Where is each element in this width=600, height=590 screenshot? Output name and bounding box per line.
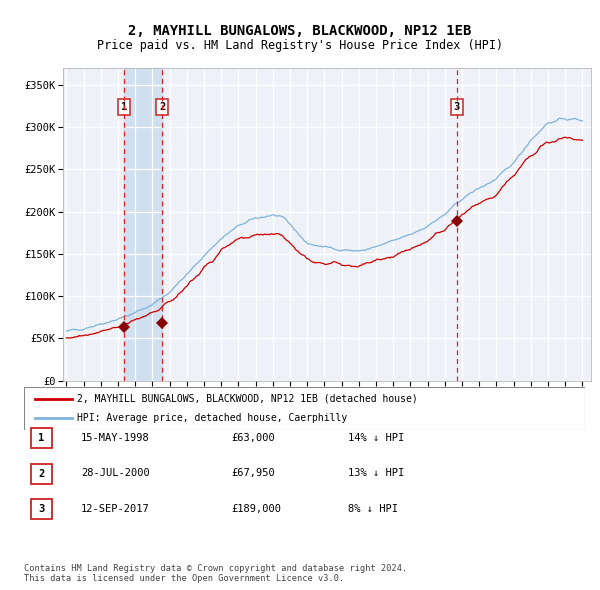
FancyBboxPatch shape (31, 499, 52, 519)
Text: 12-SEP-2017: 12-SEP-2017 (81, 504, 150, 513)
Text: HPI: Average price, detached house, Caerphilly: HPI: Average price, detached house, Caer… (77, 412, 347, 422)
Text: Price paid vs. HM Land Registry's House Price Index (HPI): Price paid vs. HM Land Registry's House … (97, 39, 503, 52)
Text: 1: 1 (38, 434, 44, 443)
Text: 1: 1 (121, 102, 128, 112)
Text: 28-JUL-2000: 28-JUL-2000 (81, 468, 150, 478)
Text: 2: 2 (38, 469, 44, 478)
Text: 15-MAY-1998: 15-MAY-1998 (81, 433, 150, 442)
Text: 3: 3 (454, 102, 460, 112)
Text: 14% ↓ HPI: 14% ↓ HPI (348, 433, 404, 442)
FancyBboxPatch shape (31, 464, 52, 484)
Text: 3: 3 (38, 504, 44, 514)
Text: 2, MAYHILL BUNGALOWS, BLACKWOOD, NP12 1EB: 2, MAYHILL BUNGALOWS, BLACKWOOD, NP12 1E… (128, 24, 472, 38)
FancyBboxPatch shape (31, 428, 52, 448)
Bar (124, 68, 162, 381)
Text: Contains HM Land Registry data © Crown copyright and database right 2024.
This d: Contains HM Land Registry data © Crown c… (24, 563, 407, 583)
Text: 2, MAYHILL BUNGALOWS, BLACKWOOD, NP12 1EB (detached house): 2, MAYHILL BUNGALOWS, BLACKWOOD, NP12 1E… (77, 394, 418, 404)
Text: 13% ↓ HPI: 13% ↓ HPI (348, 468, 404, 478)
Text: 8% ↓ HPI: 8% ↓ HPI (348, 504, 398, 513)
Text: £67,950: £67,950 (231, 468, 275, 478)
Text: £189,000: £189,000 (231, 504, 281, 513)
Text: £63,000: £63,000 (231, 433, 275, 442)
Text: 2: 2 (159, 102, 166, 112)
